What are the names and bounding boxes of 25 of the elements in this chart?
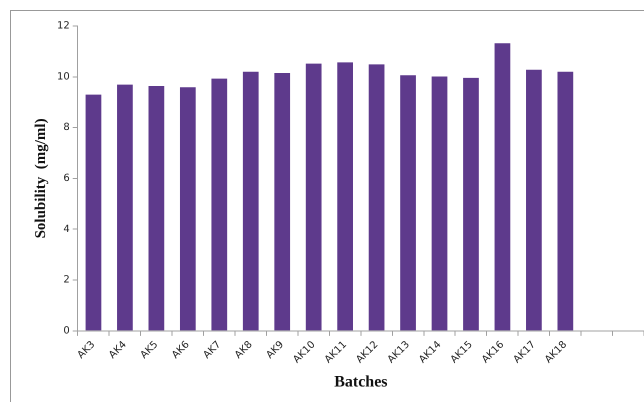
bar — [368, 64, 384, 330]
bar — [557, 72, 574, 330]
bar — [306, 64, 322, 330]
y-tick-label: 2 — [63, 274, 70, 286]
y-tick-label: 6 — [63, 173, 70, 184]
bar — [432, 76, 448, 330]
x-axis-title: Batches — [334, 374, 388, 391]
bar — [180, 87, 196, 330]
bar — [337, 62, 353, 330]
bar — [148, 86, 164, 330]
y-tick-label: 12 — [56, 20, 70, 32]
bar — [494, 43, 510, 330]
bar — [463, 78, 479, 330]
bar — [86, 94, 102, 330]
bar — [400, 75, 416, 330]
y-tick-label: 8 — [63, 122, 70, 134]
y-tick-label: 10 — [56, 71, 70, 82]
y-tick-label: 4 — [63, 224, 70, 235]
bar — [274, 72, 290, 330]
bar — [211, 78, 228, 330]
bar — [526, 70, 542, 330]
bar — [242, 72, 259, 330]
y-axis-title: Solubility (mg/ml) — [32, 118, 49, 238]
y-tick-label: 0 — [63, 325, 70, 336]
bar — [117, 84, 133, 330]
